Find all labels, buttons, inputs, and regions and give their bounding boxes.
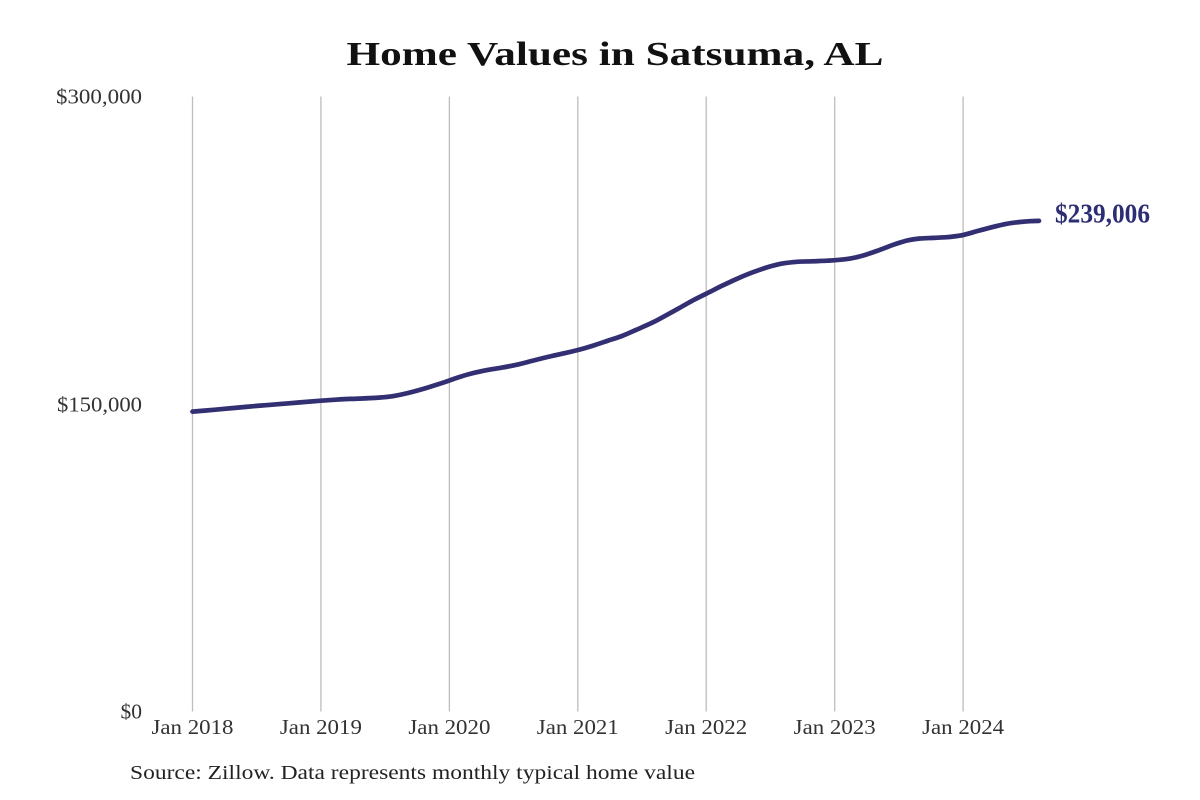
svg-text:Jan 2022: Jan 2022 [665,715,747,739]
svg-text:Jan 2024: Jan 2024 [922,715,1005,739]
svg-text:$239,006: $239,006 [1055,199,1150,229]
svg-text:Jan 2020: Jan 2020 [408,715,490,739]
svg-text:Jan 2023: Jan 2023 [794,715,876,739]
svg-text:Jan 2018: Jan 2018 [152,715,234,739]
svg-text:Jan 2021: Jan 2021 [537,715,619,739]
svg-text:$300,000: $300,000 [56,85,142,109]
svg-text:Jan 2019: Jan 2019 [280,715,362,739]
svg-text:Source: Zillow. Data represent: Source: Zillow. Data represents monthly … [130,762,695,784]
svg-text:Home Values in Satsuma, AL: Home Values in Satsuma, AL [347,36,884,73]
svg-text:$150,000: $150,000 [57,393,142,417]
svg-text:$0: $0 [121,700,143,724]
